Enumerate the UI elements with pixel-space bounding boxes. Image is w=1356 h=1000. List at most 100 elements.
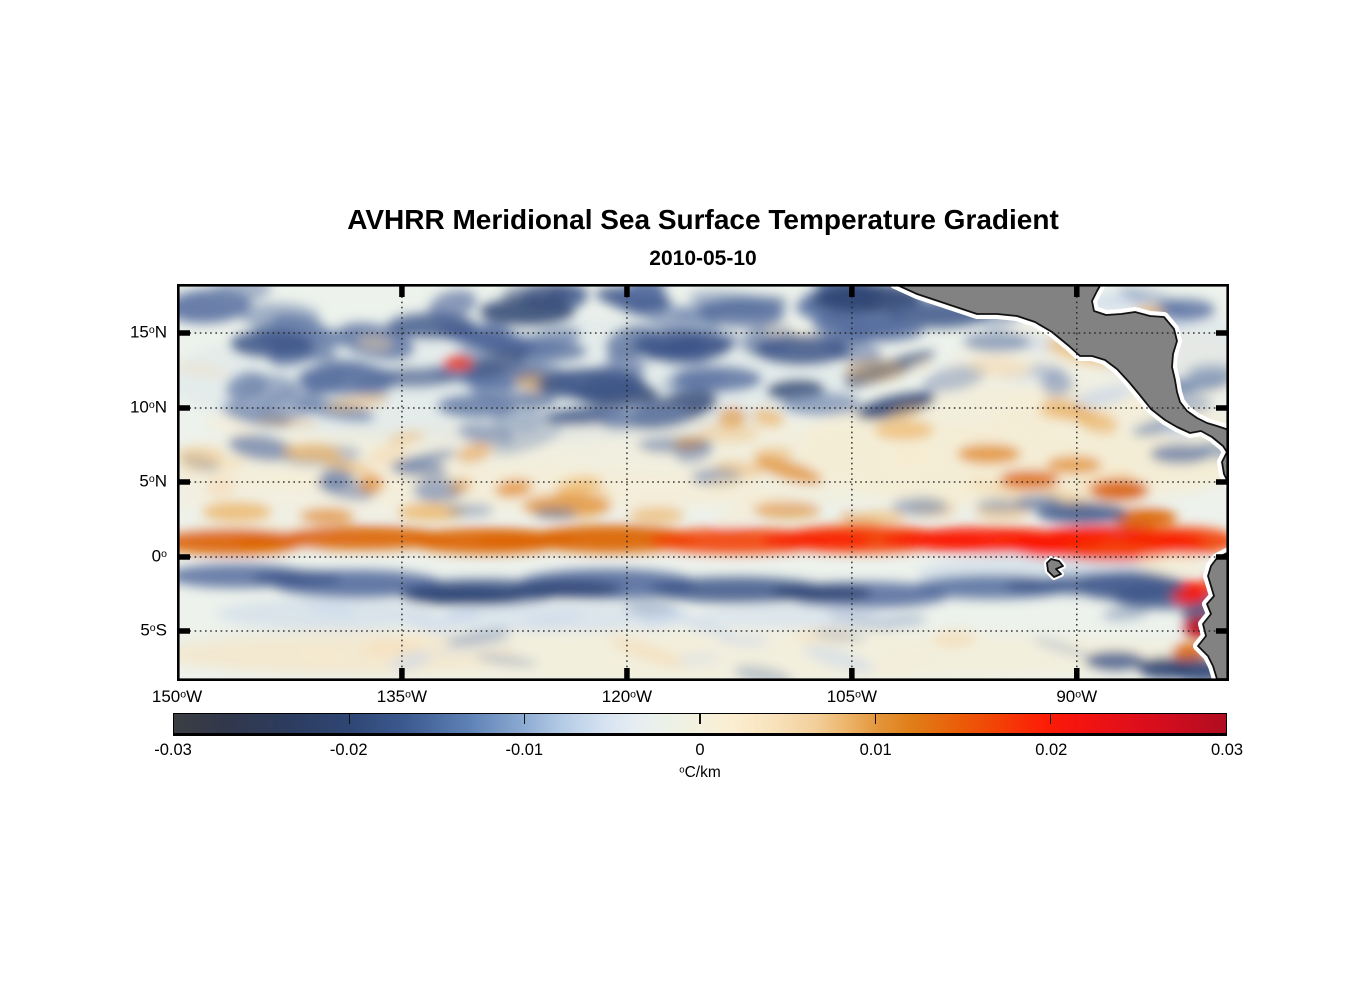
field-blob bbox=[1032, 637, 1092, 659]
tick-right bbox=[1216, 554, 1229, 560]
land-masses bbox=[890, 284, 1229, 681]
field-blob bbox=[321, 458, 371, 474]
axis-ticks bbox=[177, 284, 1229, 681]
field-blob bbox=[782, 392, 862, 416]
field-blob bbox=[533, 507, 577, 519]
field-blob bbox=[933, 630, 977, 648]
map-canvas bbox=[177, 284, 1229, 681]
field-blob bbox=[754, 335, 850, 365]
field-blob bbox=[511, 390, 557, 409]
field-blob bbox=[1028, 362, 1066, 380]
field-blob bbox=[966, 477, 1030, 502]
field-blob bbox=[957, 444, 1021, 464]
tick-bottom bbox=[399, 668, 405, 681]
colorbar-tick-label: 0.03 bbox=[1210, 741, 1244, 759]
field-blob bbox=[629, 507, 685, 523]
land-south_america bbox=[1197, 551, 1229, 680]
field-blob bbox=[542, 406, 626, 426]
field-blob bbox=[803, 645, 875, 673]
tick-bottom bbox=[1074, 668, 1080, 681]
field-blob bbox=[662, 637, 705, 656]
field-blob bbox=[751, 408, 785, 428]
colorbar-tick bbox=[699, 714, 701, 724]
field-blob bbox=[356, 336, 393, 351]
tick-top bbox=[849, 284, 855, 297]
field-blob bbox=[1076, 410, 1118, 434]
field-blob bbox=[554, 477, 603, 499]
field-blob bbox=[1155, 299, 1215, 321]
field-blob bbox=[733, 664, 794, 681]
y-axis-tick-labels: 15oN 10oN 5oN 0o 5oS bbox=[17, 284, 167, 681]
field-blob bbox=[230, 330, 314, 358]
colorbar-tick-label: -0.03 bbox=[154, 741, 192, 759]
field-blob bbox=[887, 404, 924, 420]
unit-text: C/km bbox=[684, 764, 721, 781]
field-blob bbox=[177, 361, 229, 378]
field-blob bbox=[1085, 651, 1145, 671]
field-blob bbox=[277, 526, 447, 550]
field-blob bbox=[772, 584, 872, 602]
x-tick-label: 135oW bbox=[376, 687, 428, 706]
field-blob bbox=[872, 648, 935, 674]
colorbar-tick-label: 0.01 bbox=[859, 741, 892, 759]
field-blob bbox=[813, 629, 867, 643]
field-blob bbox=[512, 580, 622, 598]
x-axis-tick-labels: 150oW 135oW 120oW 105oW 90oW bbox=[152, 687, 1229, 711]
tick-bottom bbox=[624, 668, 630, 681]
field-blob bbox=[492, 424, 563, 457]
field-blob bbox=[297, 363, 397, 395]
field-blob bbox=[390, 460, 448, 478]
field-blob bbox=[477, 532, 577, 548]
tick-right bbox=[1216, 628, 1229, 634]
tick-bottom bbox=[849, 668, 855, 681]
field-blob bbox=[177, 446, 225, 466]
y-tick-label: 5oS bbox=[140, 620, 167, 640]
field-blob bbox=[437, 394, 517, 418]
x-tick-label: 90oW bbox=[1056, 687, 1098, 706]
field-blob bbox=[716, 493, 787, 525]
field-blob bbox=[232, 533, 312, 547]
field-blob bbox=[753, 501, 821, 519]
field-blob bbox=[843, 359, 906, 383]
field-blob bbox=[999, 470, 1059, 490]
field-blob bbox=[456, 442, 493, 464]
tick-top bbox=[624, 284, 630, 297]
field-blob bbox=[254, 416, 320, 429]
field-blob bbox=[840, 318, 924, 342]
field-blob bbox=[753, 456, 823, 485]
field-blob bbox=[1187, 364, 1229, 384]
field-blob bbox=[387, 431, 425, 445]
field-blob bbox=[537, 368, 647, 400]
field-blob bbox=[1102, 605, 1149, 621]
field-blob bbox=[479, 298, 575, 326]
field-blob bbox=[697, 604, 897, 628]
field-blob bbox=[443, 356, 473, 370]
colorbar-tick-label: 0.02 bbox=[1035, 741, 1068, 759]
land-galapagos bbox=[1046, 558, 1064, 578]
field-blob bbox=[476, 653, 538, 667]
field-blob bbox=[921, 364, 987, 394]
tick-left bbox=[177, 628, 190, 634]
field-blob bbox=[1137, 554, 1207, 574]
y-tick-label: 0o bbox=[151, 546, 167, 566]
field-blob bbox=[494, 479, 533, 498]
field-blob bbox=[976, 498, 1024, 512]
field-blob bbox=[874, 420, 934, 440]
field-blob bbox=[674, 651, 721, 667]
land-central_america bbox=[894, 284, 1229, 485]
tick-right bbox=[1216, 405, 1229, 411]
field-blob bbox=[1089, 479, 1149, 501]
field-blob bbox=[1046, 456, 1102, 474]
y-tick-label: 5oN bbox=[139, 471, 167, 491]
field-blob bbox=[812, 284, 922, 313]
field-blob bbox=[882, 532, 992, 548]
field-blob bbox=[217, 598, 437, 630]
field-blob bbox=[673, 435, 706, 450]
field-blob bbox=[228, 434, 295, 462]
field-blob bbox=[299, 508, 355, 524]
field-blob bbox=[892, 497, 948, 515]
colorbar-tick bbox=[1049, 714, 1052, 724]
field-blob bbox=[205, 477, 236, 498]
field-blob bbox=[367, 444, 408, 466]
field-blob bbox=[963, 332, 1031, 352]
